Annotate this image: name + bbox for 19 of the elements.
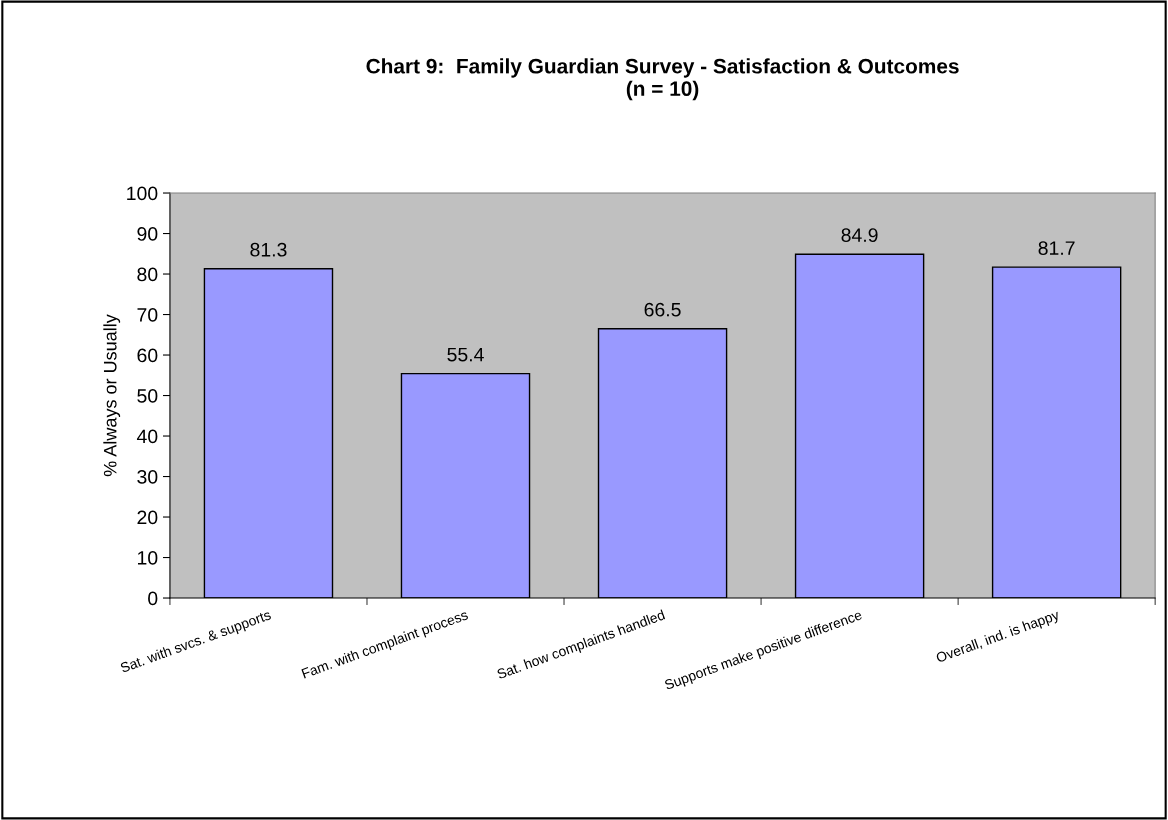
- y-tick-label: 40: [136, 429, 158, 444]
- data-label: 81.3: [250, 242, 287, 257]
- y-tick-label: 30: [137, 469, 158, 484]
- y-tick-label: 60: [137, 348, 158, 363]
- y-tick-label: 90: [137, 227, 158, 241]
- y-tick-label: 70: [137, 308, 158, 322]
- data-label: 81.7: [1038, 241, 1075, 255]
- data-label: 84.9: [841, 228, 878, 243]
- y-tick-label: 100: [127, 186, 158, 201]
- x-tick-label: Overall, ind. is happy: [935, 609, 1062, 666]
- y-tick-label: 50: [137, 388, 158, 403]
- y-tick-label: 0: [148, 591, 158, 606]
- y-axis-title: % Always or Usually: [103, 314, 121, 477]
- data-label: 66.5: [644, 302, 681, 317]
- data-label: 55.4: [447, 347, 484, 362]
- chart-title: Chart 9: Family Guardian Survey - Satisfaction & Outcomes (n = 10): [366, 58, 959, 101]
- y-tick-label: 80: [137, 267, 158, 282]
- y-tick-label: 20: [137, 510, 158, 525]
- y-tick-label: 10: [138, 550, 158, 565]
